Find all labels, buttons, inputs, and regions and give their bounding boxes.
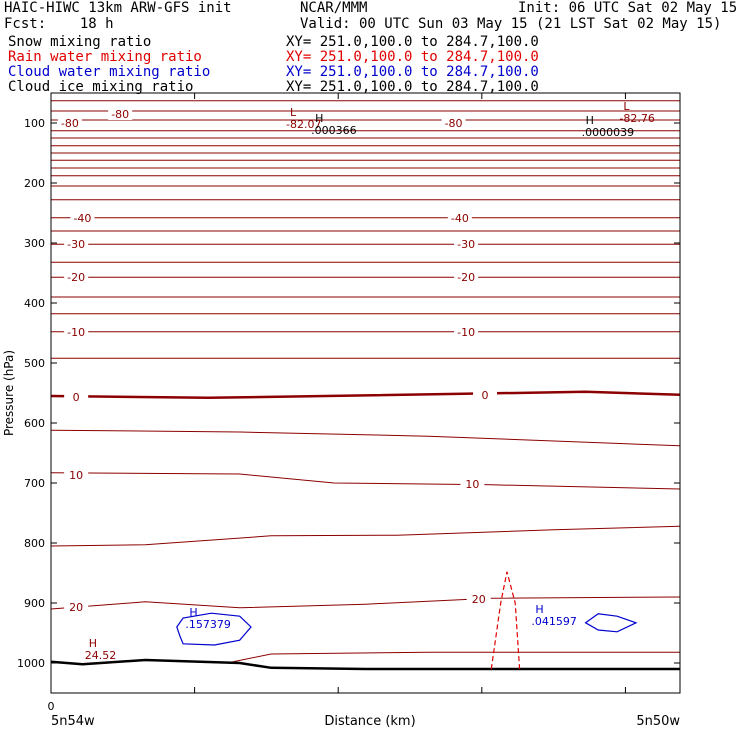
- isotherm-label: -20: [67, 271, 85, 284]
- isotherm-label: 10: [465, 478, 479, 491]
- plot-frame: [50, 92, 681, 694]
- field-cloudwater-name: Cloud water mixing ratio: [8, 64, 211, 80]
- valid-time: Valid: 00 UTC Sun 03 May 15 (21 LST Sat …: [300, 16, 722, 32]
- institution-label: NCAR/MMM: [300, 0, 368, 16]
- extremum-marker: H: [586, 114, 594, 127]
- y-tick-label: 200: [24, 177, 45, 190]
- isotherm-line: [50, 429, 681, 447]
- y-tick-label: 700: [24, 477, 45, 490]
- isotherm-label-bg: [64, 271, 89, 284]
- isotherm-label-bg: [454, 325, 479, 338]
- y-tick-label: 300: [24, 237, 45, 250]
- rain-contour: [490, 571, 521, 670]
- y-tick-label: 500: [24, 357, 45, 370]
- isotherm-label: -30: [457, 238, 475, 251]
- isotherm-label: -10: [457, 326, 475, 339]
- y-tick-label: 600: [24, 417, 45, 430]
- extremum-value: .157379: [185, 618, 231, 631]
- isotherm-label-bg: [57, 117, 82, 129]
- isotherm-label: -40: [451, 212, 469, 225]
- field-snow-name: Snow mixing ratio: [8, 34, 152, 50]
- extremum-marker: H: [89, 637, 97, 650]
- isotherm-label: 0: [482, 389, 489, 402]
- isotherm-label-bg: [466, 592, 491, 605]
- field-rain-name: Rain water mixing ratio: [8, 49, 202, 65]
- extremum-marker: H: [315, 112, 323, 125]
- extremum-value: -82.76: [619, 112, 654, 125]
- isotherm-label: 10: [69, 469, 83, 482]
- isotherm-line: [226, 651, 680, 664]
- isotherm-label-bg: [447, 211, 472, 224]
- isotherm-label-bg: [454, 238, 479, 251]
- terrain-line: [50, 658, 680, 671]
- isotherm-line: [50, 525, 681, 547]
- y-tick-label: 400: [24, 297, 45, 310]
- x-tick-start: 0: [48, 700, 55, 713]
- forecast-hour: Fcst: 18 h: [4, 16, 114, 32]
- init-time: Init: 06 UTC Sat 02 May 15: [518, 0, 738, 16]
- isotherm-label: -80: [61, 117, 79, 130]
- zero-isotherm-line: [50, 390, 681, 400]
- isotherm-label: -80: [111, 108, 129, 121]
- extremum-marker: H: [535, 603, 543, 616]
- label-layer: -80 -80 -80 -40 -40 -30 -30 -20 -20 -10 -10 0 0 10 10 2…: [57, 100, 655, 662]
- isotherm-line: [50, 472, 681, 490]
- model-title: HAIC-HIWC 13km ARW-GFS init: [4, 0, 232, 16]
- field-rain-xy: XY= 251.0,100.0 to 284.7,100.0: [286, 49, 539, 65]
- x-axis-label: Distance (km): [324, 714, 415, 729]
- y-tick-label: 1000: [17, 657, 45, 670]
- cloud-water-contour: [176, 612, 252, 646]
- isotherm-label: -30: [67, 238, 85, 251]
- x-tick-right: 5n50w: [636, 714, 680, 729]
- isotherm-label-bg: [64, 601, 89, 614]
- isotherm-label: -20: [457, 271, 475, 284]
- isotherm-label-bg: [64, 325, 89, 338]
- isotherm-label: 20: [69, 601, 83, 614]
- extremum-marker: H: [189, 606, 197, 619]
- extremum-value: .041597: [531, 615, 577, 628]
- isotherm-label-bg: [64, 391, 89, 404]
- isotherm-label: -10: [67, 326, 85, 339]
- isotherm-label-bg: [64, 469, 89, 482]
- isotherm-label-bg: [460, 478, 485, 491]
- field-cloudwater-xy: XY= 251.0,100.0 to 284.7,100.0: [286, 64, 539, 80]
- isotherm-label: 20: [472, 593, 486, 606]
- isotherm-line: [50, 596, 681, 610]
- y-tick-label: 100: [24, 117, 45, 130]
- isotherm-label: -40: [73, 212, 91, 225]
- y-tick-label: 900: [24, 597, 45, 610]
- isotherm-label: 0: [73, 391, 80, 404]
- extremum-value: 24.52: [85, 649, 117, 662]
- field-cloudice-name: Cloud ice mixing ratio: [8, 79, 194, 95]
- field-snow-xy: XY= 251.0,100.0 to 284.7,100.0: [286, 34, 539, 50]
- isotherm-label-bg: [473, 388, 498, 401]
- isotherm-label-bg: [454, 271, 479, 284]
- cloud-water-contour: [584, 613, 638, 633]
- extremum-marker: L: [623, 100, 630, 113]
- extremum-marker: L: [290, 106, 297, 119]
- x-tick-left: 5n54w: [51, 714, 95, 729]
- extremum-value: .000366: [311, 124, 357, 137]
- isotherm-label-bg: [64, 238, 89, 251]
- isotherm-layer: [50, 100, 681, 671]
- isotherm-label-bg: [108, 108, 133, 120]
- extremum-value: .0000039: [582, 126, 635, 139]
- isotherm-label-bg: [441, 117, 466, 129]
- extremum-value: -82.07: [286, 118, 321, 131]
- field-cloudice-xy: XY= 251.0,100.0 to 284.7,100.0: [286, 79, 539, 95]
- isotherm-label-bg: [70, 211, 95, 224]
- isotherm-label: -80: [445, 117, 463, 130]
- y-axis-label: Pressure (hPa): [2, 350, 16, 436]
- y-tick-label: 800: [24, 537, 45, 550]
